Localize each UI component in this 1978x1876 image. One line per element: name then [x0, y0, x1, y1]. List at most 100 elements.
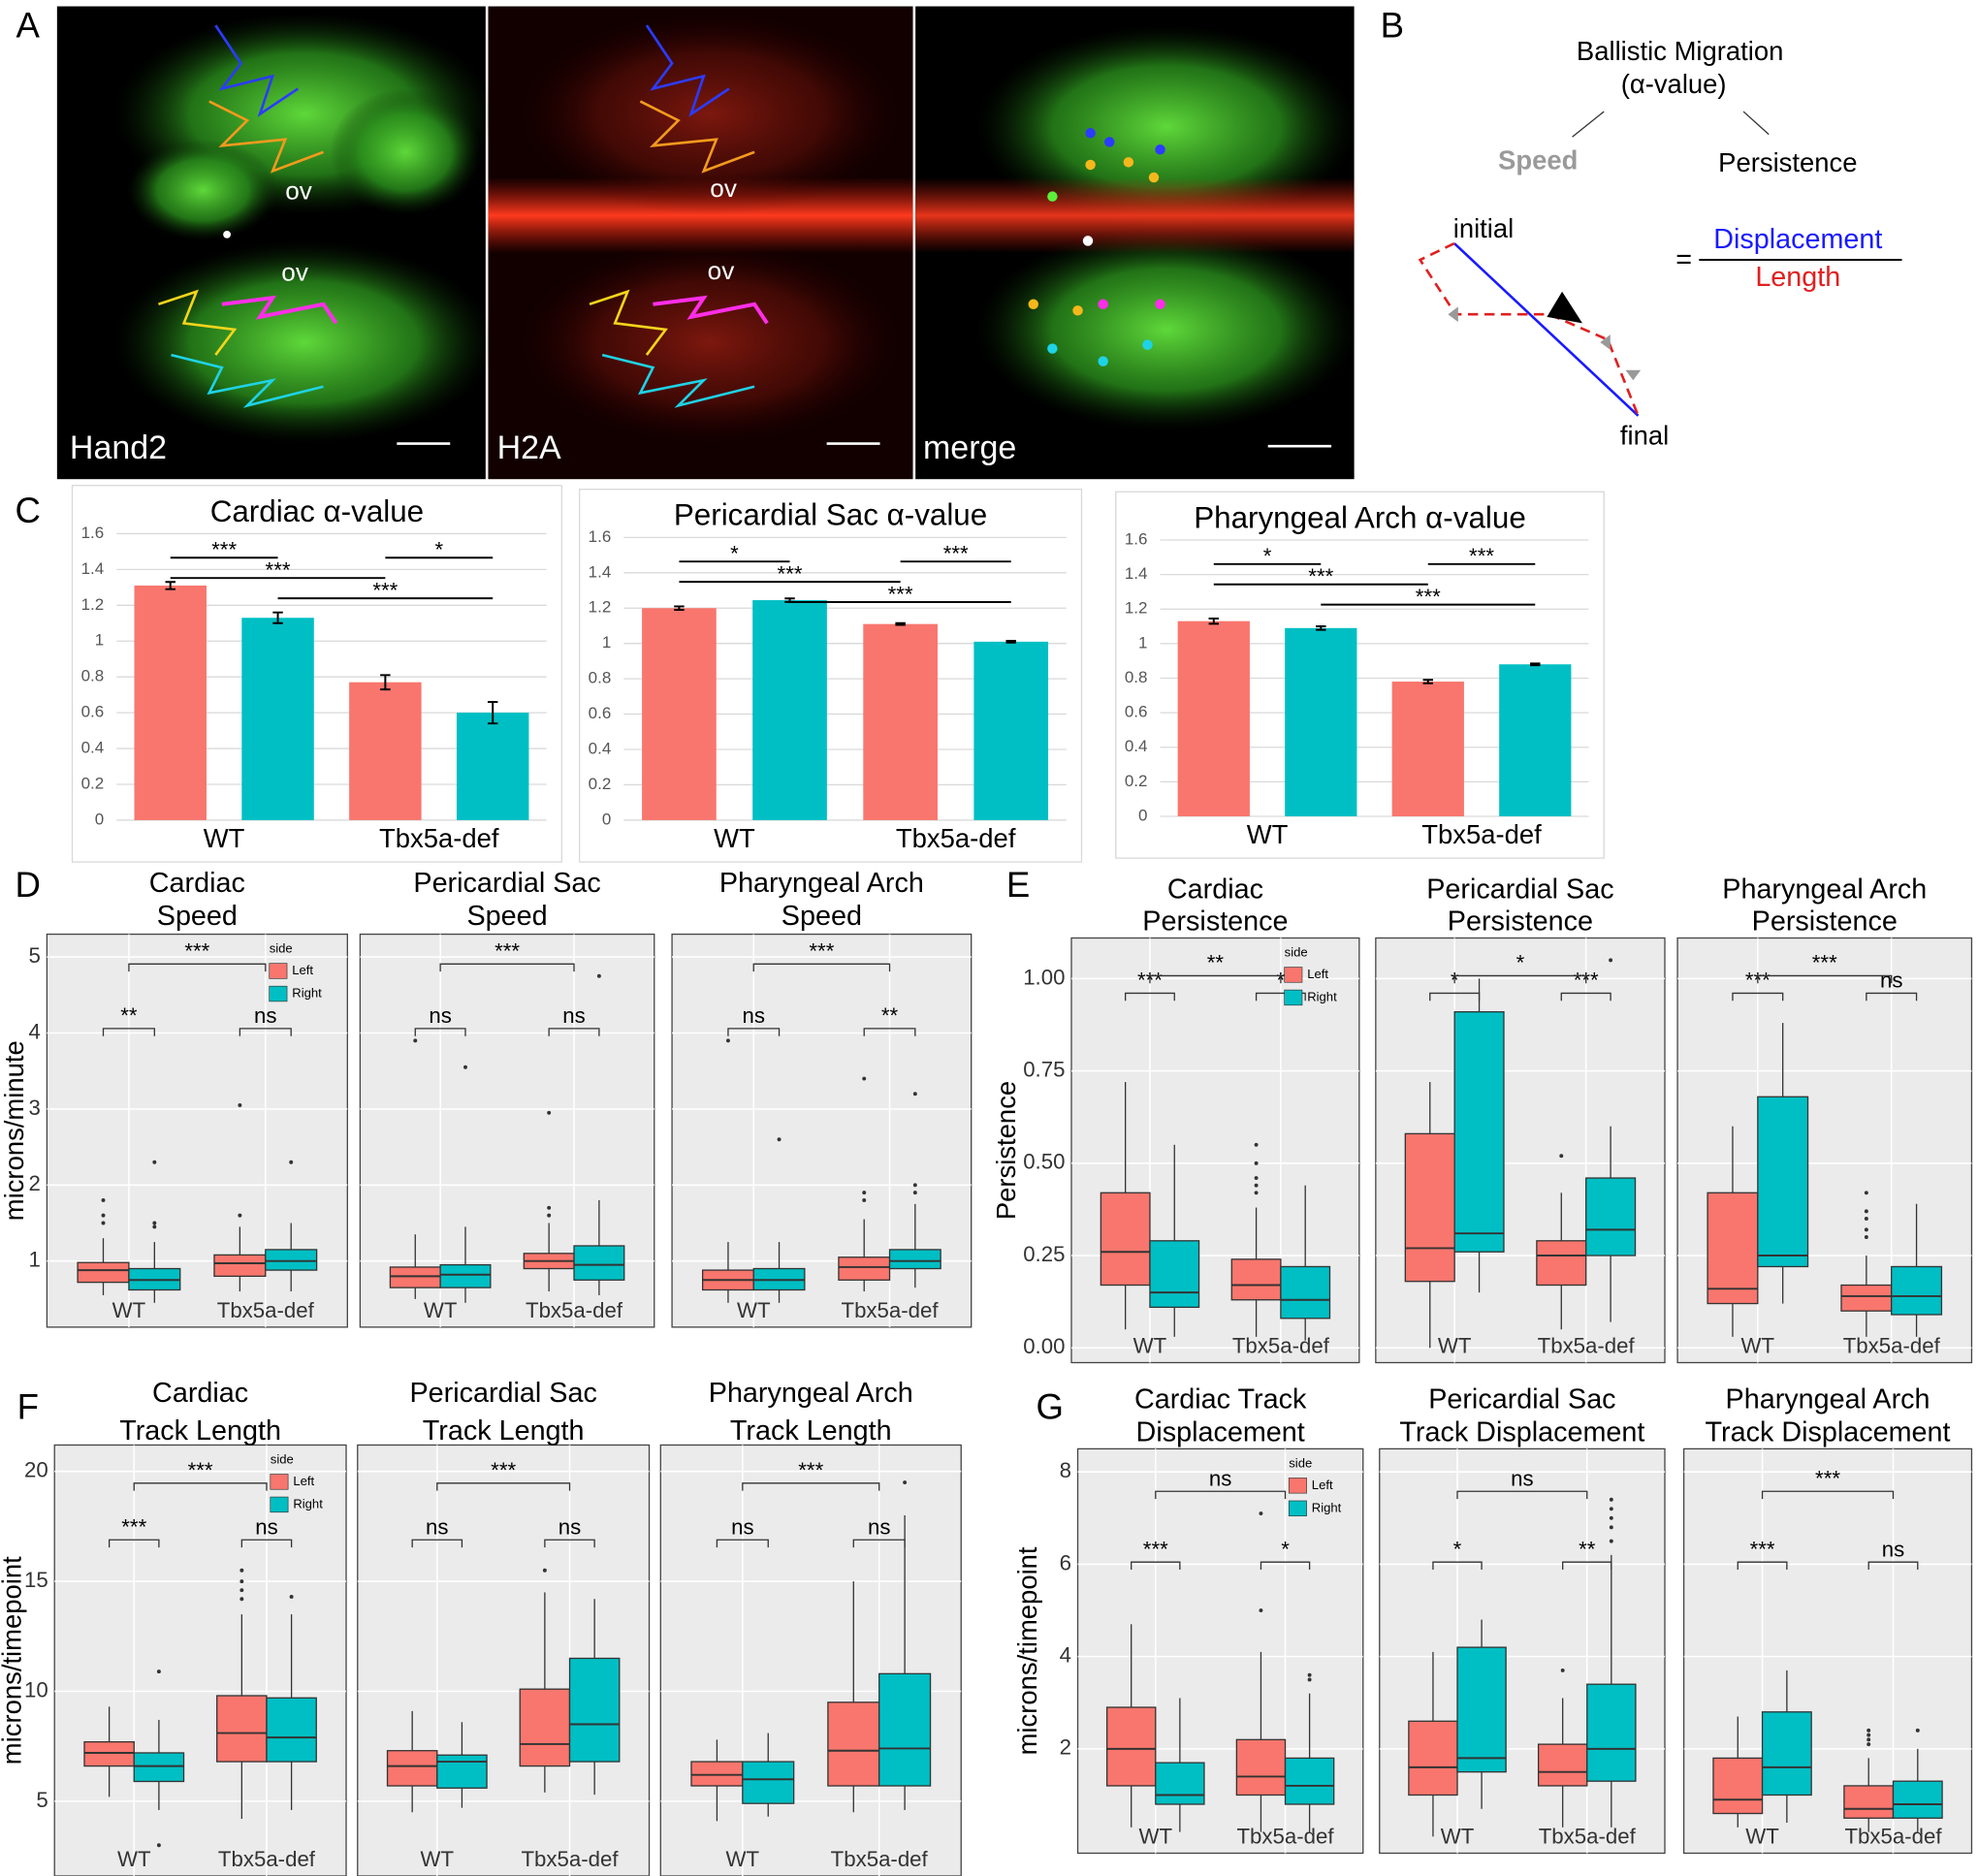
x-tick-label: WT [1438, 1334, 1472, 1358]
panel-letter: G [1037, 1387, 1064, 1427]
x-tick-label: WT [1247, 819, 1289, 849]
chart-title: Speed [157, 901, 238, 932]
chart-title: Pharyngeal Arch [1722, 874, 1927, 906]
significance-bracket [1149, 974, 1282, 984]
y-tick-label: 4 [1060, 1643, 1071, 1668]
box [519, 1688, 571, 1767]
y-axis-label: microns/timepoint [0, 1556, 27, 1765]
track [653, 295, 769, 325]
track [645, 24, 730, 117]
significance-label: ns [1209, 1466, 1231, 1490]
outlier [1915, 1728, 1920, 1733]
box [1280, 1265, 1331, 1320]
significance-label: * [1263, 544, 1272, 568]
y-tick-label: 0.2 [1125, 772, 1148, 790]
chart-title: Pharyngeal Arch α-value [1194, 500, 1526, 534]
outlier [156, 1669, 161, 1674]
chart-title: Track Length [730, 1415, 892, 1447]
box [216, 1695, 268, 1763]
panel-letter: A [16, 5, 41, 45]
legend-key [269, 985, 288, 1002]
x-tick-label: WT [714, 823, 755, 853]
marker-label: ov [708, 256, 735, 285]
box [389, 1266, 441, 1288]
arrow [1742, 111, 1770, 136]
box [1712, 1757, 1764, 1815]
y-tick-label: 2 [1060, 1735, 1071, 1760]
outlier [1259, 1608, 1263, 1612]
outlier [862, 1191, 867, 1195]
image-label: Hand2 [70, 429, 167, 466]
outlier [1609, 1525, 1613, 1530]
outlier [152, 1224, 157, 1229]
error-bar [487, 701, 498, 725]
panel-letter: C [16, 491, 41, 530]
chart-title: Track Length [119, 1415, 281, 1447]
x-tick-label: Tbx5a-def [841, 1298, 939, 1322]
significance-bracket [436, 1482, 571, 1491]
significance-bracket [1155, 1490, 1287, 1500]
bar [456, 713, 529, 820]
legend-label: Right [1312, 1500, 1342, 1514]
significance-label: *** [188, 1458, 213, 1482]
outlier [1254, 1161, 1259, 1165]
significance-label: ns [731, 1514, 753, 1539]
box [690, 1761, 744, 1787]
x-tick-label: WT [1741, 1334, 1775, 1358]
error-bar [1422, 679, 1434, 684]
bar [241, 618, 314, 820]
chart-title: Persistence [1448, 906, 1593, 937]
image-label: H2A [497, 429, 561, 466]
x-tick-label: Tbx5a-def [521, 1847, 619, 1871]
significance-label: *** [1308, 564, 1333, 588]
dot [1155, 144, 1165, 155]
bar [1499, 664, 1572, 816]
chart-title: Displacement [1136, 1416, 1305, 1447]
track [221, 295, 338, 325]
significance-label: *** [798, 1458, 823, 1482]
significance-bracket [863, 1028, 916, 1036]
track [158, 289, 238, 356]
x-tick-label: Tbx5a-def [526, 1298, 623, 1322]
marker-label: ov [285, 176, 312, 206]
chart-title: Cardiac [1167, 874, 1263, 906]
box [1149, 1240, 1200, 1309]
chart-title: Pericardial Sac α-value [674, 498, 987, 532]
significance-label: *** [778, 561, 803, 586]
outlier [1864, 1227, 1868, 1232]
significance-label: ns [1882, 1537, 1904, 1561]
significance-bracket [439, 963, 575, 972]
significance-bracket [1125, 992, 1175, 1002]
y-tick-label: 20 [24, 1458, 48, 1482]
persistence-label: Persistence [1718, 147, 1857, 177]
bar [349, 682, 422, 820]
y-tick-label: 0.8 [589, 669, 612, 687]
y-tick-label: 0.4 [1125, 737, 1148, 755]
outlier [1254, 1191, 1259, 1195]
y-tick-label: 0.2 [81, 774, 105, 792]
red-band [915, 177, 1355, 254]
x-tick-label: WT [112, 1298, 146, 1322]
significance-label: *** [211, 538, 237, 562]
outlier [1259, 1511, 1263, 1516]
y-tick-label: 8 [1060, 1458, 1071, 1482]
significance-label: *** [1469, 544, 1494, 568]
box [1404, 1132, 1455, 1283]
box [1585, 1177, 1637, 1256]
significance-label: ns [558, 1514, 581, 1539]
significance-label: *** [1815, 1466, 1840, 1490]
error-bar [165, 581, 175, 590]
y-tick-label: 1.2 [81, 595, 105, 614]
y-tick-label: 1.4 [589, 562, 612, 581]
tissue [126, 139, 279, 241]
tissue [330, 88, 482, 216]
outlier [239, 1588, 244, 1593]
box [1408, 1720, 1458, 1797]
dot [1098, 299, 1108, 310]
box [1843, 1785, 1895, 1819]
chart-title: Persistence [1752, 906, 1898, 937]
outlier [912, 1191, 917, 1195]
y-axis-label: microns/minute [0, 1040, 29, 1221]
significance-label: ns [254, 1003, 276, 1028]
x-tick-label: Tbx5a-def [217, 1298, 315, 1322]
